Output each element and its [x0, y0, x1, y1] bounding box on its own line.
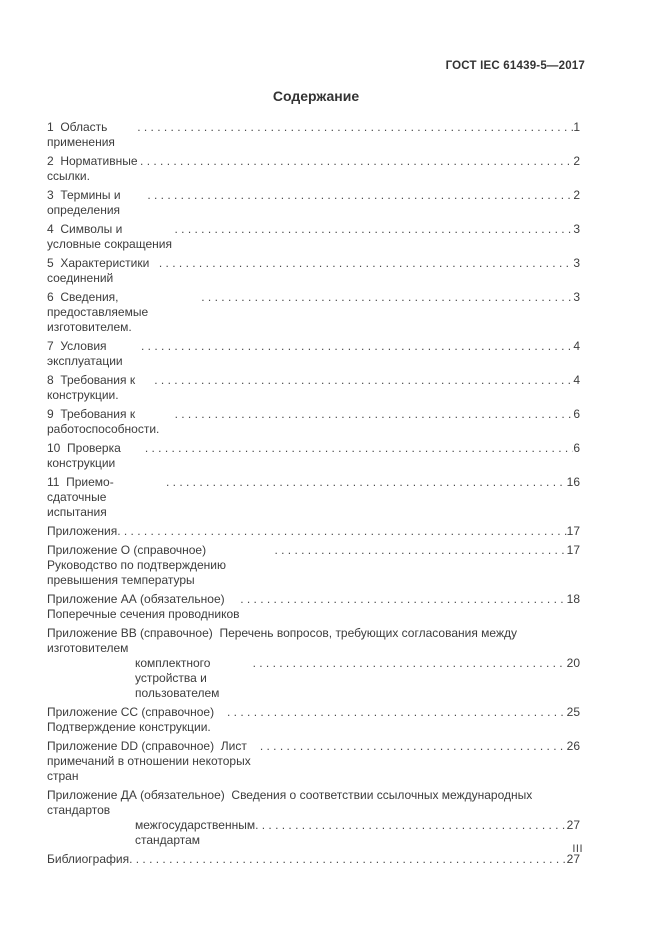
toc-entry: 6 Сведения, предоставляемые изготовителе… [47, 290, 583, 335]
dot-leader [117, 524, 566, 539]
toc-entry-text: 8 Требования к конструкции. [47, 373, 139, 402]
toc-page-number: 17 [566, 524, 580, 538]
toc-page-number: 25 [566, 705, 580, 719]
toc-entry: 3 Термины и определения 2 [47, 188, 583, 218]
document-header: ГОСТ IEC 61439-5—2017 [445, 60, 585, 72]
toc-page-number: 3 [573, 256, 580, 270]
footer-page-number: III [572, 843, 583, 855]
dot-leader [175, 222, 574, 237]
dot-leader [255, 818, 567, 833]
dot-leader [140, 154, 573, 169]
dot-leader [260, 739, 567, 754]
toc-entry-text-continuation: комплектного устройства и пользователем [135, 656, 220, 700]
toc-page-number: 1 [573, 120, 580, 134]
toc-entry-text: 9 Требования к работоспособности. [47, 407, 160, 436]
toc-page-number: 6 [573, 407, 580, 421]
toc-entry-text-continuation: межгосударственным стандартам [135, 818, 259, 847]
toc-entry-text: Библиография [47, 852, 130, 866]
table-of-contents: 1 Область применения 1 2 Нормативные ссы… [47, 120, 583, 871]
toc-entry: 4 Символы и условные сокращения 3 [47, 222, 583, 252]
toc-entry-text: 6 Сведения, предоставляемые изготовителе… [47, 290, 152, 334]
toc-page-number: 3 [573, 290, 580, 304]
toc-entry-text: Приложение ВВ (справочное) Перечень вопр… [47, 626, 521, 655]
toc-entry: 9 Требования к работоспособности. 6 [47, 407, 583, 437]
dot-leader [175, 407, 574, 422]
toc-entry-text: Приложение О (справочное) Руководство по… [47, 543, 230, 587]
dot-leader [201, 290, 573, 305]
toc-entry: 2 Нормативные ссылки. 2 [47, 154, 583, 184]
toc-entry: Библиография 27 [47, 852, 583, 867]
toc-page-number: 27 [566, 852, 580, 866]
toc-entry-text: 5 Характеристики соединений [47, 256, 153, 285]
dot-leader [159, 256, 573, 271]
toc-entry-text: 2 Нормативные ссылки. [47, 154, 141, 183]
dot-leader [240, 592, 566, 607]
toc-page-number: 2 [573, 188, 580, 202]
toc-entry-text: 3 Термины и определения [47, 188, 124, 217]
toc-entry: Приложение СС (справочное) Подтверждение… [47, 705, 583, 735]
dot-leader [147, 188, 573, 203]
toc-entry: Приложение О (справочное) Руководство по… [47, 543, 583, 588]
toc-entry: 1 Область применения 1 [47, 120, 583, 150]
toc-entry: Приложение ДА (обязательное) Сведения о … [47, 788, 583, 848]
toc-entry-text: Приложение ДА (обязательное) Сведения о … [47, 788, 536, 817]
dot-leader [137, 120, 573, 135]
toc-entry: Приложения 17 [47, 524, 583, 539]
toc-entry-text: Приложения [47, 524, 118, 538]
dot-leader [253, 656, 567, 671]
toc-entry: 8 Требования к конструкции. 4 [47, 373, 583, 403]
toc-entry-text: 10 Проверка конструкции [47, 441, 125, 470]
dot-leader [274, 543, 566, 558]
toc-page-number: 26 [566, 739, 580, 753]
toc-page-number: 18 [566, 592, 580, 606]
toc-page-number: 16 [566, 475, 580, 489]
toc-page-number: 2 [573, 154, 580, 168]
dot-leader [141, 339, 573, 354]
toc-page-number: 20 [566, 656, 580, 670]
dot-leader [145, 441, 574, 456]
toc-entry: 10 Проверка конструкции 6 [47, 441, 583, 471]
toc-entry-text: 11 Приемо-сдаточные испытания [47, 475, 114, 519]
toc-entry: Приложение АА (обязательное) Поперечные … [47, 592, 583, 622]
toc-entry: Приложение ВВ (справочное) Перечень вопр… [47, 626, 583, 701]
toc-entry: 5 Характеристики соединений 3 [47, 256, 583, 286]
toc-entry-text: Приложение DD (справочное) Лист примечан… [47, 739, 255, 783]
toc-page-number: 3 [573, 222, 580, 236]
page-title: Содержание [272, 88, 360, 104]
toc-entry: 11 Приемо-сдаточные испытания 16 [47, 475, 583, 520]
toc-entry-text: 1 Область применения [47, 120, 115, 149]
toc-page-number: 4 [573, 373, 580, 387]
toc-entry-text: 4 Символы и условные сокращения [47, 222, 172, 251]
toc-page-number: 6 [573, 441, 580, 455]
toc-entry-text: Приложение СС (справочное) Подтверждение… [47, 705, 221, 734]
dot-leader [154, 373, 573, 388]
dot-leader [227, 705, 567, 720]
toc-entry-text: 7 Условия эксплуатации [47, 339, 123, 368]
toc-entry: 7 Условия эксплуатации 4 [47, 339, 583, 369]
dot-leader [166, 475, 567, 490]
toc-entry-text: Приложение АА (обязательное) Поперечные … [47, 592, 240, 621]
toc-entry: Приложение DD (справочное) Лист примечан… [47, 739, 583, 784]
toc-page-number: 4 [573, 339, 580, 353]
toc-page-number: 17 [566, 543, 580, 557]
toc-page-number: 27 [566, 818, 580, 832]
